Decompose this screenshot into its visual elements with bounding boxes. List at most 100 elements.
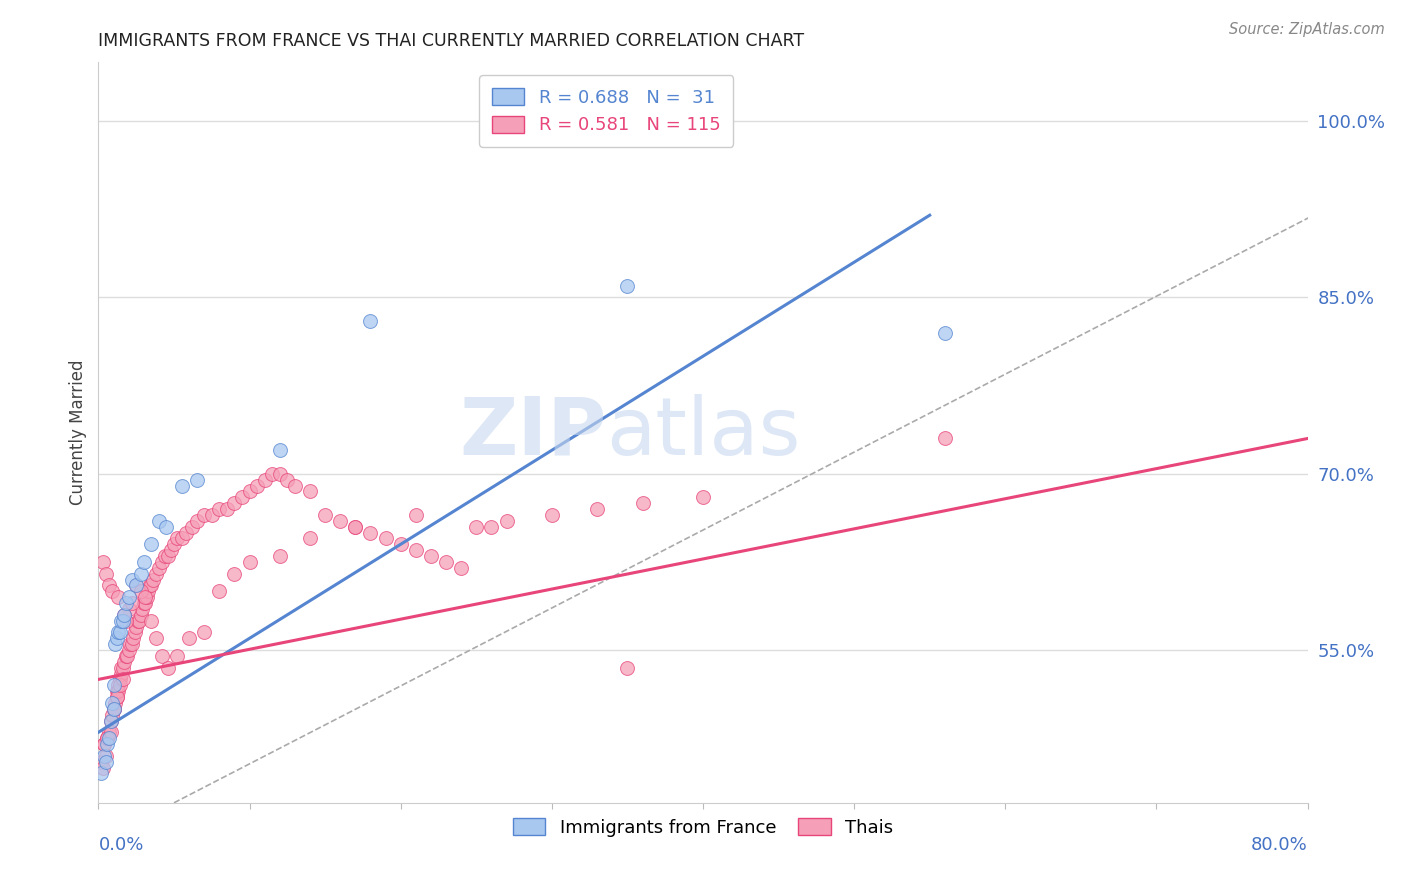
Immigrants from France bbox=[104, 637, 127, 651]
Thais bbox=[299, 484, 322, 499]
Immigrants from France bbox=[616, 278, 638, 293]
Thais bbox=[186, 514, 208, 528]
Immigrants from France bbox=[132, 555, 155, 569]
Thais bbox=[96, 731, 118, 746]
Thais bbox=[405, 508, 427, 522]
Thais bbox=[114, 648, 136, 663]
Thais bbox=[269, 549, 291, 563]
Thais bbox=[90, 755, 112, 769]
Thais bbox=[115, 648, 138, 663]
Thais bbox=[118, 643, 141, 657]
Thais bbox=[692, 490, 714, 504]
Thais bbox=[450, 561, 472, 575]
Thais bbox=[344, 519, 367, 533]
Thais bbox=[111, 673, 134, 687]
Immigrants from France bbox=[100, 714, 122, 728]
Thais bbox=[135, 590, 157, 604]
Thais bbox=[344, 519, 367, 533]
Thais bbox=[163, 537, 186, 551]
Immigrants from France bbox=[101, 696, 124, 710]
Immigrants from France bbox=[170, 478, 193, 492]
Immigrants from France bbox=[112, 607, 135, 622]
Thais bbox=[93, 737, 115, 751]
Thais bbox=[374, 532, 396, 546]
Immigrants from France bbox=[118, 590, 141, 604]
Thais bbox=[91, 555, 114, 569]
Immigrants from France bbox=[114, 596, 136, 610]
Thais bbox=[104, 696, 127, 710]
Thais bbox=[122, 632, 145, 646]
Immigrants from France bbox=[111, 614, 134, 628]
Thais bbox=[105, 690, 128, 704]
Immigrants from France bbox=[103, 702, 125, 716]
Thais bbox=[150, 555, 173, 569]
Thais bbox=[405, 543, 427, 558]
Thais bbox=[224, 496, 246, 510]
Thais bbox=[239, 484, 262, 499]
Thais bbox=[100, 725, 122, 739]
Immigrants from France bbox=[98, 731, 121, 746]
Thais bbox=[246, 478, 269, 492]
Immigrants from France bbox=[186, 473, 208, 487]
Thais bbox=[269, 467, 291, 481]
Thais bbox=[481, 519, 503, 533]
Thais bbox=[100, 714, 122, 728]
Thais bbox=[141, 578, 163, 592]
Thais bbox=[93, 737, 115, 751]
Text: 80.0%: 80.0% bbox=[1251, 836, 1308, 855]
Thais bbox=[110, 666, 132, 681]
Thais bbox=[420, 549, 443, 563]
Thais bbox=[103, 702, 125, 716]
Immigrants from France bbox=[360, 314, 382, 328]
Text: 0.0%: 0.0% bbox=[98, 836, 143, 855]
Thais bbox=[179, 632, 201, 646]
Immigrants from France bbox=[129, 566, 152, 581]
Thais bbox=[150, 648, 173, 663]
Thais bbox=[120, 637, 142, 651]
Thais bbox=[284, 478, 307, 492]
Thais bbox=[253, 473, 276, 487]
Thais bbox=[114, 614, 136, 628]
Immigrants from France bbox=[94, 755, 117, 769]
Thais bbox=[101, 584, 124, 599]
Thais bbox=[121, 637, 143, 651]
Immigrants from France bbox=[105, 632, 128, 646]
Thais bbox=[94, 748, 117, 763]
Immigrants from France bbox=[125, 578, 148, 592]
Thais bbox=[465, 519, 488, 533]
Thais bbox=[201, 508, 224, 522]
Thais bbox=[98, 578, 121, 592]
Immigrants from France bbox=[103, 678, 125, 692]
Thais bbox=[108, 678, 131, 692]
Immigrants from France bbox=[96, 737, 118, 751]
Thais bbox=[156, 549, 179, 563]
Thais bbox=[112, 607, 135, 622]
Thais bbox=[110, 660, 132, 674]
Thais bbox=[134, 596, 156, 610]
Thais bbox=[131, 602, 153, 616]
Thais bbox=[215, 502, 238, 516]
Thais bbox=[105, 690, 128, 704]
Thais bbox=[299, 532, 322, 546]
Legend: Immigrants from France, Thais: Immigrants from France, Thais bbox=[503, 809, 903, 846]
Thais bbox=[103, 702, 125, 716]
Thais bbox=[208, 502, 231, 516]
Thais bbox=[107, 684, 129, 698]
Thais bbox=[156, 660, 179, 674]
Thais bbox=[166, 648, 188, 663]
Thais bbox=[127, 614, 149, 628]
Immigrants from France bbox=[90, 766, 112, 780]
Thais bbox=[108, 673, 131, 687]
Thais bbox=[145, 632, 167, 646]
Thais bbox=[224, 566, 246, 581]
Immigrants from France bbox=[148, 514, 170, 528]
Thais bbox=[125, 578, 148, 592]
Thais bbox=[107, 678, 129, 692]
Text: ZIP: ZIP bbox=[458, 393, 606, 472]
Thais bbox=[495, 514, 517, 528]
Thais bbox=[540, 508, 562, 522]
Thais bbox=[239, 555, 262, 569]
Thais bbox=[139, 578, 162, 592]
Thais bbox=[389, 537, 412, 551]
Immigrants from France bbox=[155, 519, 177, 533]
